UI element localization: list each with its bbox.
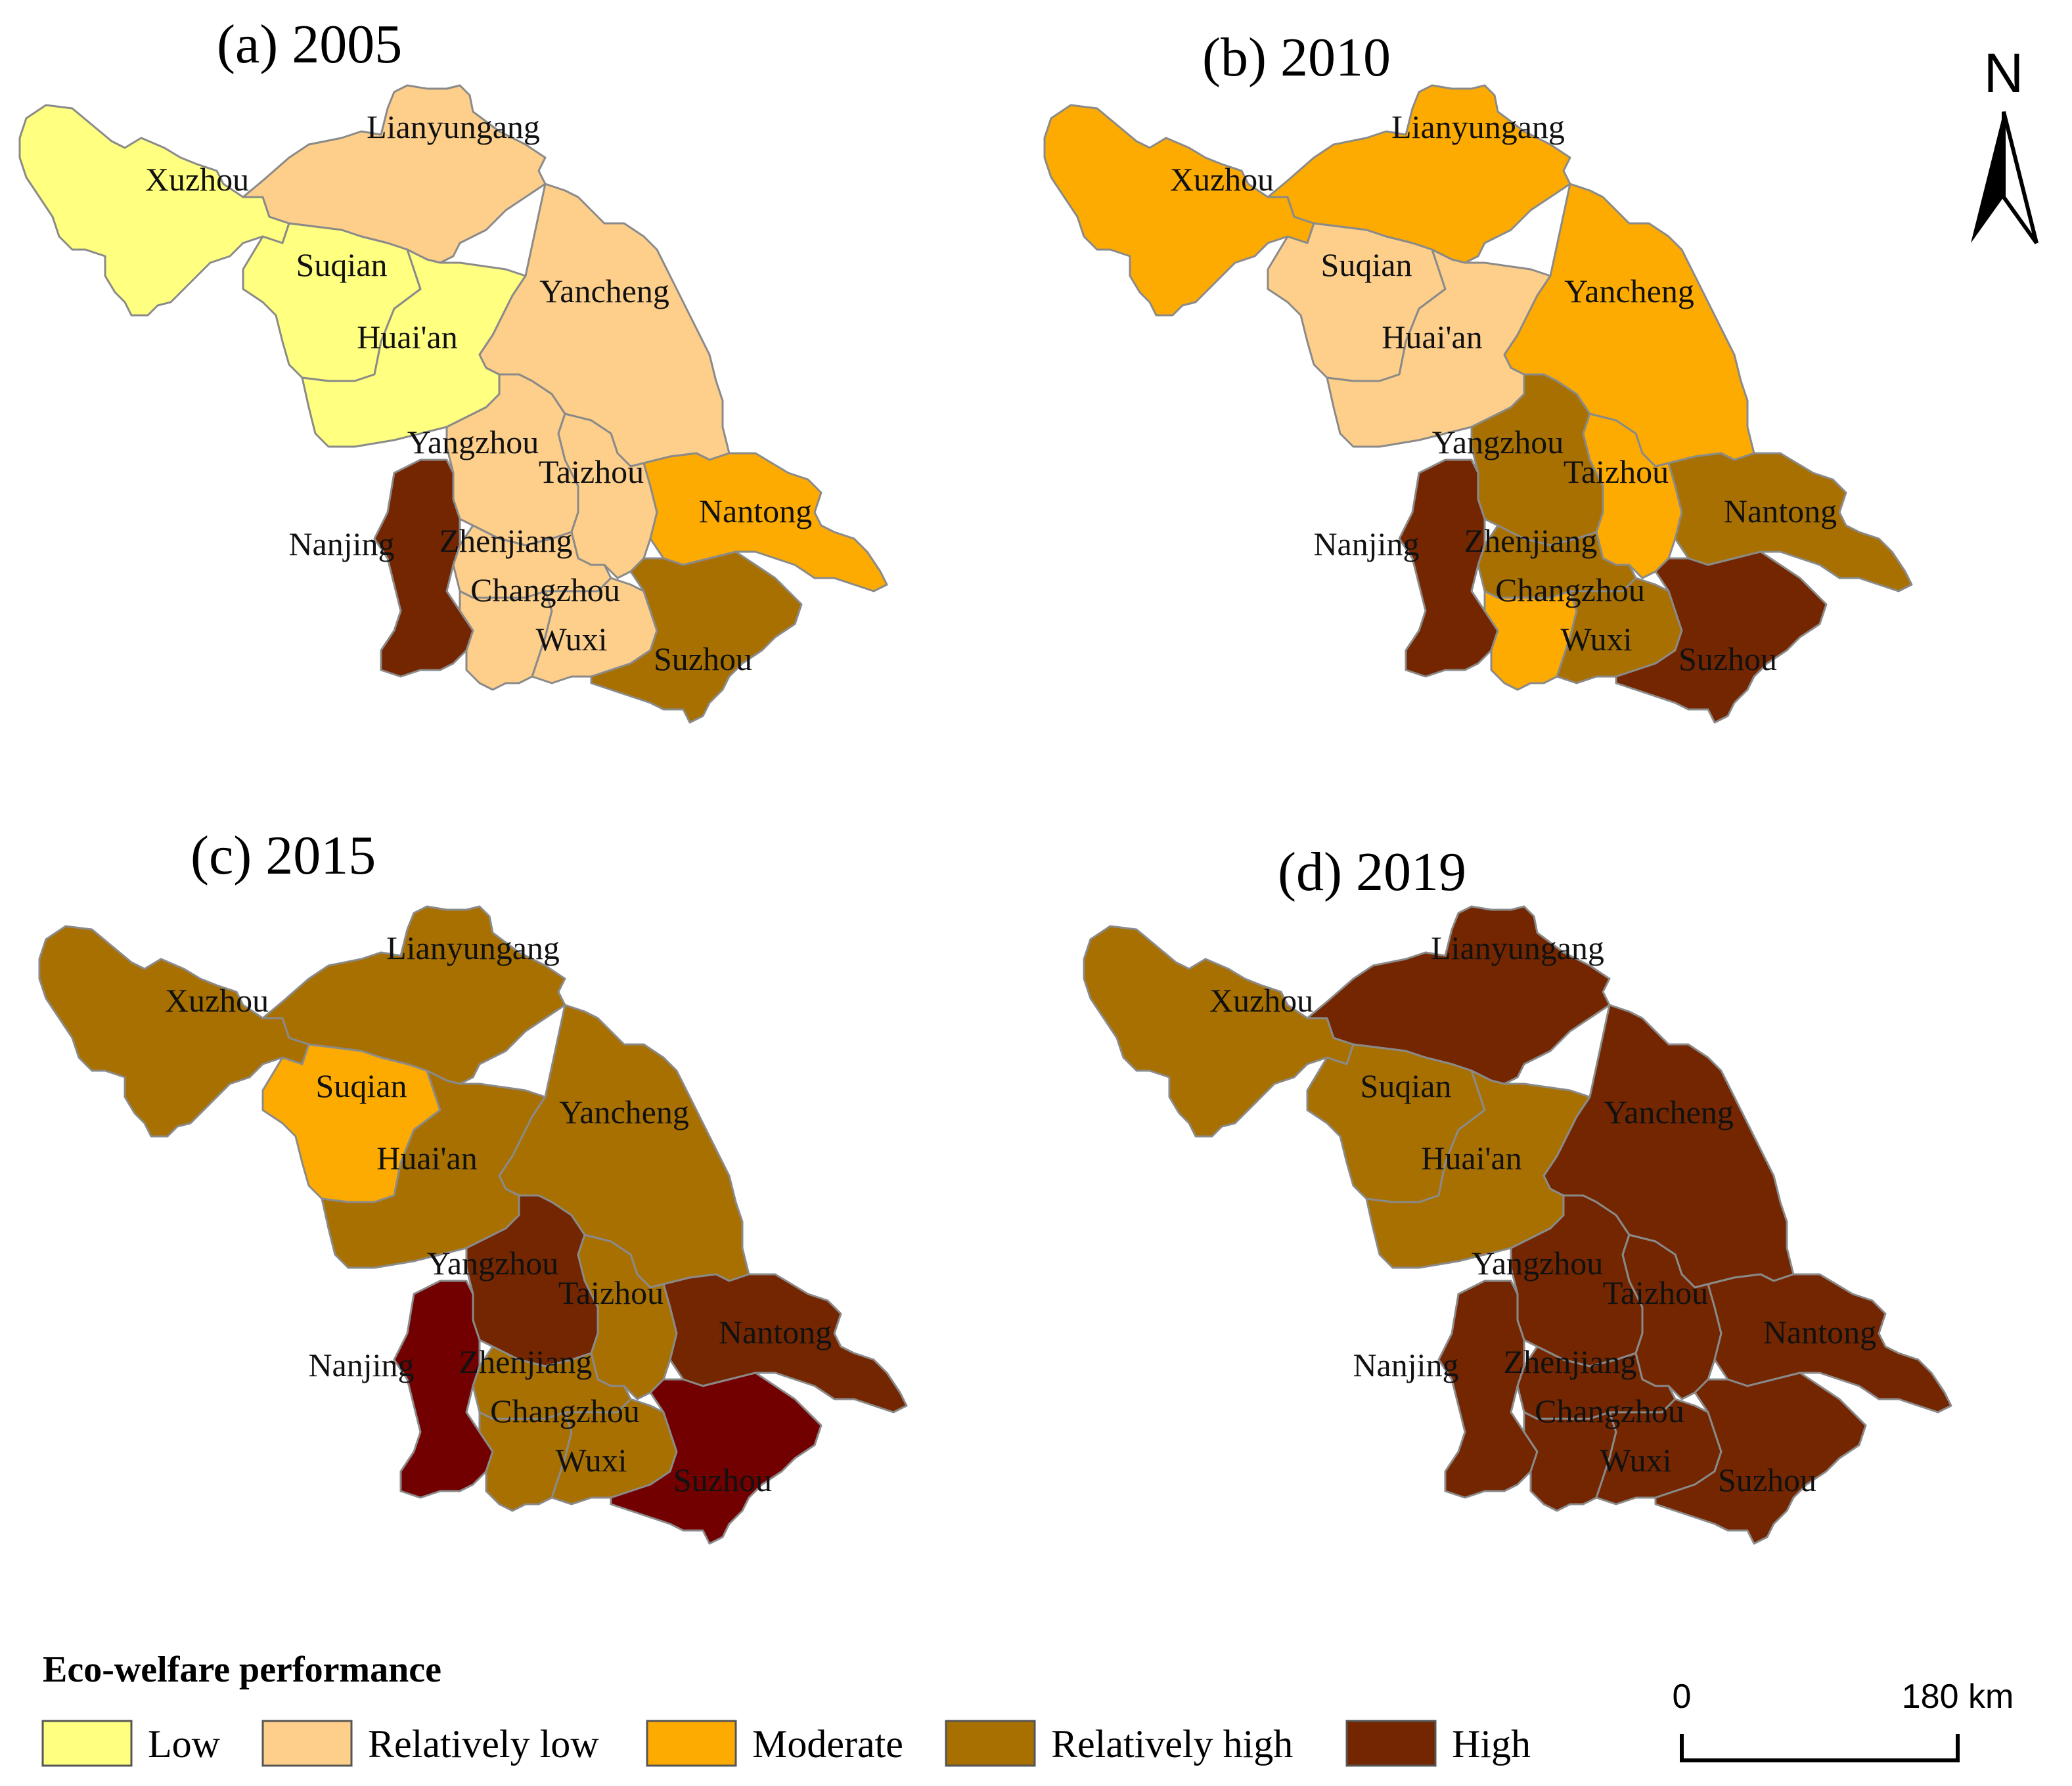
city-label-huai-an: Huai'an <box>1382 319 1482 355</box>
city-label-wuxi: Wuxi <box>1600 1442 1671 1479</box>
legend-title: Eco-welfare performance <box>43 1649 441 1690</box>
city-label-suqian: Suqian <box>1321 246 1412 283</box>
panel-1-map: Xuzhou Lianyungang Suqian Huai'an Yancheng Ya… <box>18 84 888 724</box>
city-label-nantong: Nantong <box>1763 1314 1876 1351</box>
city-label-changzhou: Changzhou <box>470 571 620 608</box>
scale-end-label: 180 km <box>1902 1678 2014 1716</box>
city-label-nantong: Nantong <box>719 1314 832 1351</box>
city-label-zhenjiang: Zhenjiang <box>439 522 573 559</box>
city-label-suzhou: Suzhou <box>654 640 752 677</box>
city-label-yancheng: Yancheng <box>1604 1094 1734 1130</box>
panel-2-title: (b) 2010 <box>1202 27 1391 88</box>
north-arrow-right-icon <box>2002 111 2038 244</box>
city-label-yancheng: Yancheng <box>1564 273 1694 309</box>
region-nanjing <box>1398 458 1499 678</box>
city-label-huai-an: Huai'an <box>1421 1140 1521 1176</box>
city-label-zhenjiang: Zhenjiang <box>459 1343 593 1380</box>
legend-label-high: High <box>1452 1722 1531 1766</box>
city-label-taizhou: Taizhou <box>539 453 644 490</box>
panel-4-map: Xuzhou Lianyungang Suqian Huai'an Yancheng Ya… <box>1083 905 1952 1545</box>
city-label-nanjing: Nanjing <box>308 1347 414 1383</box>
city-label-huai-an: Huai'an <box>357 319 457 355</box>
legend-swatch-rel-high <box>945 1720 1036 1767</box>
scale-bar-line <box>1680 1734 1960 1762</box>
city-label-suzhou: Suzhou <box>1718 1462 1816 1498</box>
city-label-xuzhou: Xuzhou <box>1209 982 1313 1019</box>
city-label-suqian: Suqian <box>1361 1067 1452 1104</box>
city-label-zhenjiang: Zhenjiang <box>1464 522 1598 559</box>
legend-label-moderate: Moderate <box>752 1722 903 1766</box>
legend-swatch-low <box>41 1720 133 1767</box>
city-label-huai-an: Huai'an <box>376 1140 477 1176</box>
legend-swatch-moderate <box>646 1720 737 1767</box>
panel-2-map: Xuzhou Lianyungang Suqian Huai'an Yancheng Ya… <box>1043 84 1913 724</box>
city-label-yangzhou: Yangzhou <box>407 424 539 460</box>
city-label-suqian: Suqian <box>316 1067 407 1104</box>
city-label-taizhou: Taizhou <box>1564 453 1669 490</box>
region-changzhou <box>1483 590 1578 691</box>
city-label-wuxi: Wuxi <box>535 621 607 658</box>
region-suzhou <box>1615 550 1828 724</box>
legend-swatch-high <box>1345 1720 1437 1767</box>
region-changzhou <box>478 1411 573 1512</box>
region-suzhou <box>590 550 803 724</box>
region-suzhou <box>610 1372 822 1545</box>
north-arrow: N <box>1971 42 2038 244</box>
city-label-xuzhou: Xuzhou <box>165 982 269 1019</box>
city-label-wuxi: Wuxi <box>555 1442 627 1479</box>
city-label-nantong: Nantong <box>1724 493 1837 529</box>
region-xuzhou <box>38 925 310 1138</box>
city-label-lianyungang: Lianyungang <box>386 929 560 966</box>
panel-3-title: (c) 2015 <box>191 825 376 886</box>
legend-label-rel-high: Relatively high <box>1051 1722 1293 1766</box>
city-label-wuxi: Wuxi <box>1560 621 1632 658</box>
legend-label-low: Low <box>148 1722 221 1766</box>
city-label-lianyungang: Lianyungang <box>367 108 540 145</box>
region-xuzhou <box>1043 104 1315 317</box>
city-label-changzhou: Changzhou <box>1495 571 1645 608</box>
city-label-nanjing: Nanjing <box>1353 1347 1458 1383</box>
city-label-yangzhou: Yangzhou <box>1472 1245 1604 1282</box>
city-label-lianyungang: Lianyungang <box>1431 929 1604 966</box>
region-suzhou <box>1654 1372 1867 1545</box>
city-label-changzhou: Changzhou <box>1535 1393 1684 1429</box>
city-label-suzhou: Suzhou <box>673 1462 772 1498</box>
legend-label-rel-low: Relatively low <box>368 1722 599 1766</box>
city-label-taizhou: Taizhou <box>558 1274 664 1311</box>
region-nanjing <box>1437 1280 1539 1499</box>
city-label-taizhou: Taizhou <box>1603 1274 1708 1311</box>
city-label-yangzhou: Yangzhou <box>1432 424 1564 460</box>
city-label-lianyungang: Lianyungang <box>1391 108 1565 145</box>
region-nanjing <box>373 458 474 678</box>
city-label-suqian: Suqian <box>296 246 388 283</box>
city-label-xuzhou: Xuzhou <box>1170 161 1274 198</box>
region-changzhou <box>1523 1411 1617 1512</box>
city-label-yancheng: Yancheng <box>539 273 669 309</box>
city-label-nanjing: Nanjing <box>288 525 394 562</box>
panel-1-title: (a) 2005 <box>217 14 402 75</box>
legend-swatch-rel-low <box>261 1720 353 1767</box>
region-xuzhou <box>18 104 290 317</box>
panel-3-map: Xuzhou Lianyungang Suqian Huai'an Yancheng Ya… <box>38 905 908 1545</box>
scale-start-label: 0 <box>1673 1678 1692 1716</box>
city-label-nantong: Nantong <box>699 493 812 529</box>
region-xuzhou <box>1083 925 1355 1138</box>
region-nanjing <box>393 1280 494 1499</box>
city-label-xuzhou: Xuzhou <box>145 161 249 198</box>
region-changzhou <box>459 590 553 691</box>
scale-bar: 0 180 km <box>1673 1678 2014 1762</box>
north-label: N <box>1984 42 2024 104</box>
city-label-yancheng: Yancheng <box>559 1094 689 1130</box>
panel-4-title: (d) 2019 <box>1278 841 1466 903</box>
legend: Eco-welfare performance Low Relatively low… <box>41 1649 1531 1767</box>
city-label-nanjing: Nanjing <box>1313 525 1419 562</box>
city-label-changzhou: Changzhou <box>490 1393 640 1429</box>
city-label-suzhou: Suzhou <box>1678 640 1777 677</box>
city-label-zhenjiang: Zhenjiang <box>1504 1343 1637 1380</box>
north-arrow-left-icon <box>1971 112 2004 243</box>
city-label-yangzhou: Yangzhou <box>427 1245 559 1282</box>
